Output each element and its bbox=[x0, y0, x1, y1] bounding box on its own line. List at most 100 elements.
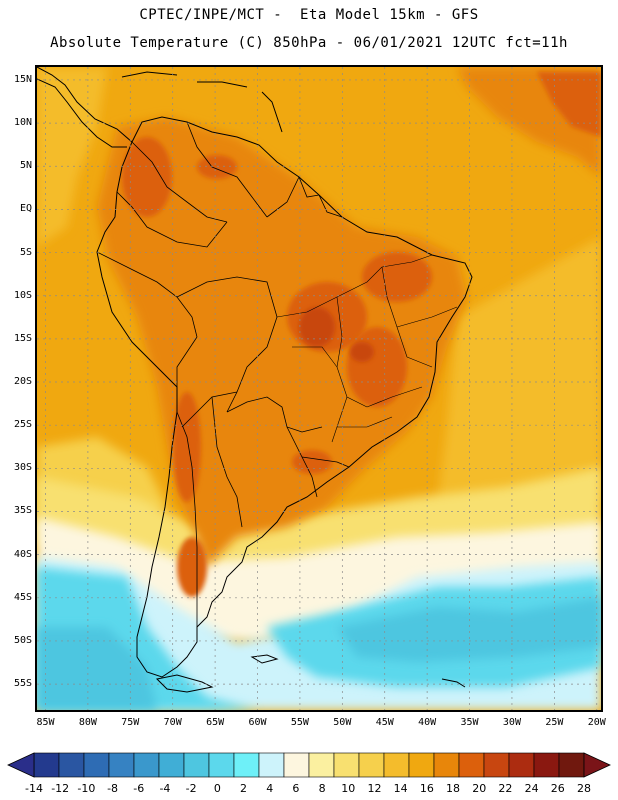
longitude-label: 80W bbox=[78, 717, 97, 728]
coastline-central-america-north bbox=[37, 67, 133, 143]
field-hotspot-venezuela bbox=[197, 155, 237, 179]
colorbar-cell bbox=[358, 752, 385, 778]
colorbar-overflow-arrow bbox=[583, 752, 611, 778]
field-hotspot-patagonia bbox=[177, 537, 207, 597]
colorbar-cell bbox=[433, 752, 460, 778]
colorbar-tick-label: 20 bbox=[472, 782, 487, 795]
colorbar-cell bbox=[83, 752, 110, 778]
colorbar-tick-label: -10 bbox=[77, 782, 96, 795]
field-pacific-yellow bbox=[37, 67, 107, 247]
tierra-del-fuego bbox=[155, 674, 214, 693]
colorbar-tick-label: -14 bbox=[25, 782, 43, 795]
colorbar-tick-label: 0 bbox=[213, 782, 221, 795]
colorbar-cell bbox=[458, 752, 485, 778]
colorbar-tick-label: 24 bbox=[524, 782, 539, 795]
colorbar-tick-label: 4 bbox=[266, 782, 274, 795]
colorbar-cell bbox=[258, 752, 285, 778]
colorbar-cell bbox=[483, 752, 510, 778]
field-core-brazil bbox=[299, 307, 335, 347]
longitude-label: 65W bbox=[206, 717, 225, 728]
colorbar-cell bbox=[308, 752, 335, 778]
field-south-ocean-deep-east bbox=[337, 597, 601, 662]
latitude-label: 20S bbox=[13, 376, 32, 388]
latitude-label: 55S bbox=[13, 678, 32, 690]
colorbar-tick-label: -4 bbox=[159, 782, 171, 795]
colorbar-tick-label: -2 bbox=[185, 782, 197, 795]
colorbar-cells bbox=[33, 752, 585, 778]
field-atlantic-yellow bbox=[437, 237, 601, 527]
colorbar-cell bbox=[58, 752, 85, 778]
field-north-atlantic-hot bbox=[537, 72, 601, 137]
colorbar-cell bbox=[233, 752, 260, 778]
latitude-label: 15N bbox=[13, 73, 32, 85]
colorbar-tick-label: -8 bbox=[107, 782, 119, 795]
latitude-label: 50S bbox=[13, 634, 32, 646]
map-panel bbox=[35, 65, 603, 712]
colorbar-cell bbox=[133, 752, 160, 778]
colorbar-cell bbox=[533, 752, 560, 778]
temperature-map bbox=[37, 67, 601, 710]
colorbar-tick-label: -12 bbox=[51, 782, 70, 795]
country-borders bbox=[96, 121, 350, 627]
longitude-label: 75W bbox=[121, 717, 140, 728]
falkland-islands bbox=[250, 654, 279, 664]
latitude-label: 40S bbox=[13, 548, 32, 560]
colorbar-tick-label: 16 bbox=[419, 782, 434, 795]
state-borders bbox=[276, 254, 458, 443]
latitude-label: 5N bbox=[19, 160, 32, 172]
colorbar-tick-label: 26 bbox=[550, 782, 565, 795]
colorbar-tick-label: 8 bbox=[318, 782, 326, 795]
longitude-label: 30W bbox=[502, 717, 521, 728]
longitude-label: 40W bbox=[418, 717, 437, 728]
colorbar-cell bbox=[158, 752, 185, 778]
latitude-label: 25S bbox=[13, 419, 32, 431]
field-hotspot-rio-grande bbox=[292, 450, 332, 474]
field-hotspot-andes-north bbox=[122, 137, 172, 217]
latitude-label: 35S bbox=[13, 505, 32, 517]
chart-title-line2: Absolute Temperature (C) 850hPa - 06/01/… bbox=[50, 35, 568, 51]
coastline-south-america bbox=[96, 116, 473, 678]
latitude-label: 30S bbox=[13, 462, 32, 474]
colorbar-cell bbox=[333, 752, 360, 778]
longitude-label: 55W bbox=[290, 717, 309, 728]
colorbar-cell bbox=[383, 752, 410, 778]
south-georgia bbox=[441, 678, 466, 688]
colorbar-tick-label: 18 bbox=[446, 782, 461, 795]
latitude-label: EQ bbox=[19, 203, 32, 215]
colorbar-cell bbox=[33, 752, 60, 778]
colorbar-tick-label: 28 bbox=[577, 782, 591, 795]
chart-title-line1: CPTEC/INPE/MCT - Eta Model 15km - GFS bbox=[139, 7, 479, 23]
longitude-label: 50W bbox=[333, 717, 352, 728]
longitude-label: 35W bbox=[460, 717, 479, 728]
colorbar-cell bbox=[558, 752, 585, 778]
colorbar-cell bbox=[283, 752, 310, 778]
caribbean-islands bbox=[121, 71, 283, 133]
lat-lon-grid bbox=[37, 67, 601, 710]
longitude-label: 45W bbox=[375, 717, 394, 728]
latitude-label: 10S bbox=[13, 289, 32, 301]
colorbar-cell bbox=[408, 752, 435, 778]
colorbar-cell bbox=[108, 752, 135, 778]
longitude-label: 25W bbox=[545, 717, 564, 728]
field-south-ocean-deep bbox=[37, 627, 157, 710]
colorbar-cell bbox=[208, 752, 235, 778]
colorbar-tick-label: 22 bbox=[498, 782, 513, 795]
coastline-central-america bbox=[37, 78, 127, 148]
latitude-label: 45S bbox=[13, 591, 32, 603]
field-core-bahia bbox=[350, 342, 374, 362]
colorbar-tick-label: -6 bbox=[133, 782, 145, 795]
colorbar-cell bbox=[183, 752, 210, 778]
latitude-label: 15S bbox=[13, 332, 32, 344]
longitude-label: 85W bbox=[36, 717, 55, 728]
longitude-label: 70W bbox=[163, 717, 182, 728]
colorbar-tick-label: 2 bbox=[240, 782, 248, 795]
colorbar-tick-label: 6 bbox=[292, 782, 300, 795]
longitude-label: 20W bbox=[587, 717, 606, 728]
colorbar-tick-label: 12 bbox=[367, 782, 382, 795]
field-hotspot-northeast bbox=[362, 252, 432, 302]
colorbar-underflow-arrow bbox=[7, 752, 35, 778]
colorbar-tick-label: 10 bbox=[341, 782, 356, 795]
colorbar-cell bbox=[508, 752, 535, 778]
latitude-label: 10N bbox=[13, 117, 32, 129]
longitude-label: 60W bbox=[248, 717, 267, 728]
